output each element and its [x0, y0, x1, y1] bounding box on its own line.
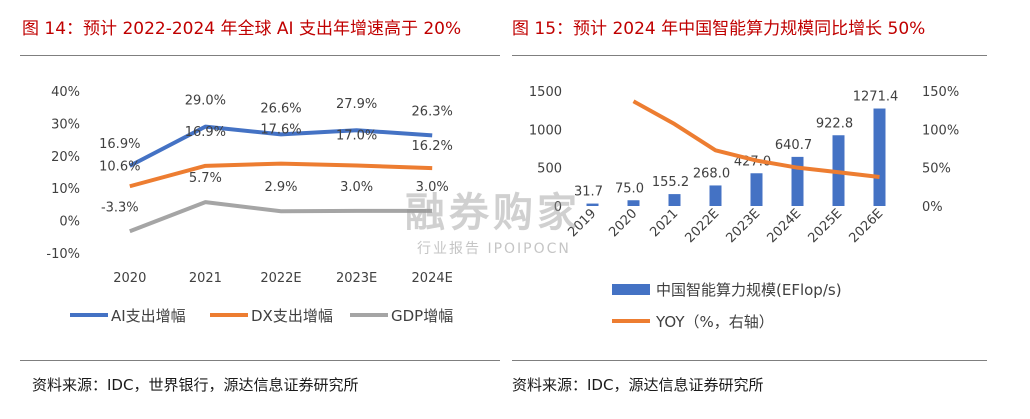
gdp-data-label: -3.3% — [101, 200, 139, 215]
right-x-tick-label: 2022E — [683, 206, 723, 246]
compute-bar-label: 1271.4 — [853, 90, 899, 105]
left-x-tick-label: 2023E — [336, 271, 377, 286]
left-y-tick-label: 10% — [51, 182, 80, 197]
compute-bar-label: 640.7 — [775, 138, 812, 153]
left-x-tick-label: 2021 — [189, 271, 222, 286]
compute-bar — [627, 200, 640, 206]
right-y-tick-label-right: 150% — [922, 85, 959, 100]
ai-data-label: 29.0% — [185, 94, 226, 109]
compute-bar — [586, 203, 599, 206]
right-y-tick-label-right: 100% — [922, 123, 959, 138]
dx-data-label: 16.9% — [185, 125, 226, 140]
left-y-tick-label: 30% — [51, 117, 80, 132]
ai-data-label: 26.6% — [260, 101, 301, 116]
compute-bar — [709, 185, 722, 206]
right-y-tick-label-left: 500 — [537, 162, 562, 177]
right-top-rule — [512, 55, 987, 56]
right-y-tick-label-left: 1500 — [529, 85, 562, 100]
compute-bar-label: 155.2 — [652, 175, 689, 190]
left-bottom-rule — [20, 360, 500, 361]
compute-bar — [668, 194, 681, 206]
left-y-tick-label: 0% — [59, 215, 80, 230]
yoy-line — [632, 99, 880, 180]
legend-compute-swatch — [612, 284, 650, 295]
ai-spend-line — [128, 124, 433, 168]
legend-dx-label: DX支出增幅 — [251, 307, 333, 325]
right-source-note: 资料来源：IDC，源达信息证券研究所 — [512, 376, 764, 394]
legend-compute-label: 中国智能算力规模(EFlop/s) — [656, 281, 842, 299]
dx-data-label: 17.6% — [260, 123, 301, 138]
dx-data-label: 10.6% — [99, 159, 140, 174]
right-y-tick-label-left: 1000 — [529, 123, 562, 138]
compute-bar-label: 268.0 — [693, 166, 730, 181]
right-figure-title: 图 15：预计 2024 年中国智能算力规模同比增长 50% — [512, 19, 926, 39]
legend-gdp-label: GDP增幅 — [391, 307, 453, 325]
dx-data-label: 16.2% — [412, 139, 453, 154]
right-x-tick-label: 2019 — [565, 206, 599, 240]
ai-data-label: 16.9% — [99, 137, 140, 152]
right-y-tick-label-right: 0% — [922, 200, 943, 215]
left-top-rule — [20, 55, 500, 56]
dx-data-label: 17.0% — [336, 129, 377, 144]
gdp-data-label: 5.7% — [189, 171, 222, 186]
right-bottom-rule — [512, 360, 987, 361]
compute-bar — [873, 108, 886, 206]
left-x-tick-label: 2024E — [412, 271, 453, 286]
dx-spend-line — [129, 161, 433, 189]
right-x-tick-label: 2023E — [724, 206, 764, 246]
gdp-data-label: 3.0% — [340, 180, 373, 195]
left-y-tick-label: -10% — [46, 247, 80, 262]
compute-bar — [750, 173, 763, 206]
compute-bar — [791, 156, 804, 206]
gdp-data-label: 2.9% — [264, 180, 297, 195]
right-y-tick-label-right: 50% — [922, 162, 951, 177]
ai-data-label: 27.9% — [336, 97, 377, 112]
ai-data-label: 26.3% — [412, 104, 453, 119]
gdp-data-label: 3.0% — [416, 180, 449, 195]
right-y-tick-label-left: 0 — [554, 200, 562, 215]
right-x-tick-label: 2020 — [606, 206, 640, 240]
left-source-note: 资料来源：IDC，世界银行，源达信息证券研究所 — [32, 376, 359, 394]
left-x-tick-label: 2022E — [260, 271, 301, 286]
legend-yoy-label: YOY（%，右轴） — [655, 313, 774, 331]
right-x-tick-label: 2025E — [806, 206, 846, 246]
left-y-tick-label: 20% — [51, 150, 80, 165]
right-x-tick-label: 2021 — [647, 206, 681, 240]
compute-bar-label: 31.7 — [574, 185, 603, 200]
compute-bar-label: 922.8 — [816, 116, 853, 131]
left-figure-title: 图 14：预计 2022-2024 年全球 AI 支出年增速高于 20% — [22, 19, 462, 39]
right-x-tick-label: 2024E — [765, 206, 805, 246]
left-y-tick-label: 40% — [51, 85, 80, 100]
right-x-tick-label: 2026E — [847, 206, 887, 246]
compute-bar-label: 75.0 — [615, 181, 644, 196]
left-x-tick-label: 2020 — [113, 271, 146, 286]
gdp-line — [129, 200, 433, 234]
legend-ai-label: AI支出增幅 — [111, 307, 186, 325]
